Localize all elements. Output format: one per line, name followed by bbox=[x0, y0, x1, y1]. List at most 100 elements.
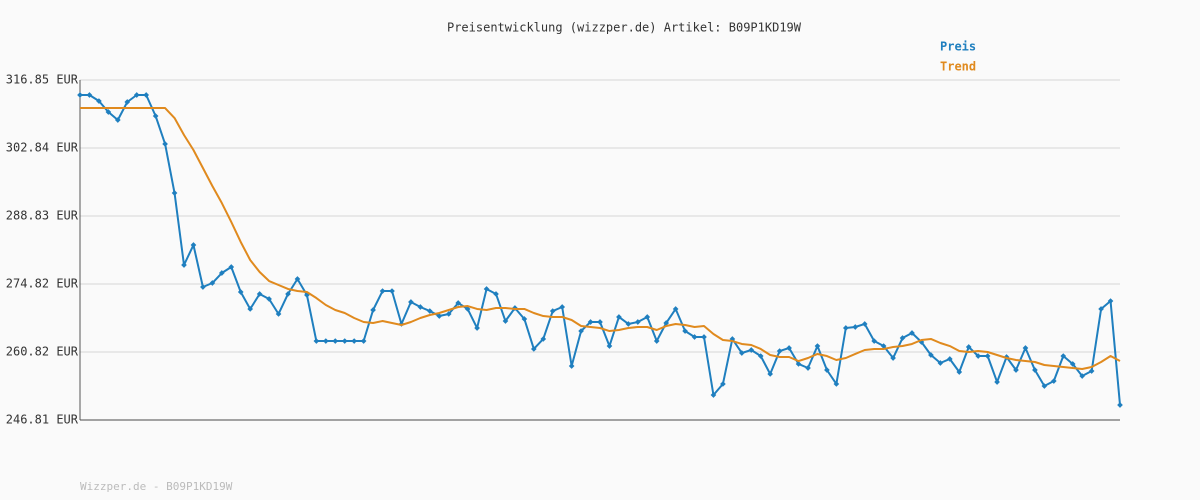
data-point bbox=[928, 352, 934, 358]
data-point bbox=[114, 117, 121, 123]
data-point bbox=[1013, 367, 1019, 373]
data-point bbox=[408, 299, 414, 305]
data-point bbox=[436, 313, 443, 319]
data-point bbox=[994, 379, 1000, 385]
data-point bbox=[852, 324, 859, 330]
data-point bbox=[578, 328, 584, 334]
data-point bbox=[285, 291, 291, 297]
data-point bbox=[493, 291, 499, 297]
data-point bbox=[1107, 298, 1114, 304]
data-point bbox=[105, 109, 112, 115]
y-tick-label: 288.83 EUR bbox=[6, 209, 79, 223]
data-point bbox=[937, 360, 944, 366]
data-point bbox=[597, 319, 603, 325]
data-point bbox=[1098, 306, 1104, 312]
data-point bbox=[795, 361, 802, 367]
data-point bbox=[946, 356, 953, 362]
data-point bbox=[1022, 345, 1029, 351]
data-point bbox=[313, 338, 320, 344]
data-point bbox=[171, 190, 178, 196]
data-point bbox=[181, 262, 187, 268]
data-point bbox=[682, 328, 688, 334]
data-point bbox=[786, 345, 792, 351]
data-point bbox=[984, 353, 991, 359]
data-point bbox=[540, 336, 547, 342]
y-tick-label: 274.82 EUR bbox=[6, 277, 79, 291]
data-point bbox=[200, 284, 206, 290]
y-tick-label: 260.82 EUR bbox=[6, 344, 79, 358]
data-point bbox=[767, 371, 774, 377]
data-point bbox=[871, 338, 878, 344]
data-point bbox=[568, 363, 575, 369]
data-point bbox=[445, 311, 452, 317]
data-point bbox=[634, 319, 641, 325]
data-point bbox=[1050, 378, 1057, 384]
data-point bbox=[805, 365, 811, 371]
data-point bbox=[133, 92, 140, 98]
data-point bbox=[247, 306, 254, 312]
data-point bbox=[426, 308, 433, 314]
data-point bbox=[237, 289, 244, 295]
footer: Wizzper.de - B09P1KD19W bbox=[80, 480, 233, 493]
data-point bbox=[483, 286, 490, 292]
data-point bbox=[644, 314, 651, 320]
data-point bbox=[1041, 383, 1048, 389]
data-point bbox=[776, 348, 783, 354]
data-point bbox=[663, 320, 670, 326]
data-point bbox=[294, 276, 301, 282]
data-point bbox=[124, 99, 131, 105]
data-point bbox=[379, 288, 386, 294]
data-point bbox=[256, 291, 263, 297]
data-point bbox=[275, 311, 282, 317]
y-tick-label: 302.84 EUR bbox=[6, 141, 79, 155]
data-point bbox=[370, 307, 376, 313]
data-point bbox=[530, 346, 537, 352]
data-point bbox=[86, 92, 93, 98]
data-point bbox=[691, 334, 698, 340]
data-point bbox=[861, 321, 868, 327]
series-line bbox=[80, 107, 1121, 370]
data-point bbox=[625, 321, 632, 327]
data-point bbox=[152, 113, 159, 119]
data-point bbox=[1060, 353, 1067, 359]
data-point bbox=[351, 338, 358, 344]
data-point bbox=[455, 300, 462, 306]
y-tick-label: 246.81 EUR bbox=[6, 413, 79, 427]
data-point bbox=[474, 325, 480, 331]
data-point bbox=[1117, 402, 1123, 408]
data-point bbox=[502, 318, 509, 324]
data-point bbox=[209, 280, 216, 286]
data-point bbox=[956, 369, 963, 375]
data-point bbox=[1032, 367, 1038, 373]
data-point bbox=[332, 338, 339, 344]
data-point bbox=[218, 270, 225, 276]
data-point bbox=[143, 92, 150, 98]
chart-title: Preisentwicklung (wizzper.de) Artikel: B… bbox=[447, 21, 802, 35]
data-point bbox=[833, 381, 840, 387]
legend-entry: Preis bbox=[940, 40, 976, 54]
data-point bbox=[824, 367, 830, 373]
legend-entry: Trend bbox=[940, 60, 976, 74]
data-point bbox=[521, 316, 528, 322]
data-point bbox=[975, 353, 982, 359]
data-point bbox=[842, 325, 849, 331]
series-line bbox=[80, 94, 1121, 406]
data-point bbox=[549, 308, 556, 314]
data-point bbox=[814, 343, 821, 349]
data-point bbox=[587, 319, 594, 325]
data-point bbox=[77, 92, 83, 98]
data-point bbox=[190, 242, 197, 248]
data-point bbox=[890, 355, 896, 361]
data-point bbox=[464, 306, 471, 312]
data-point bbox=[710, 392, 717, 398]
data-point bbox=[899, 335, 906, 341]
data-point bbox=[360, 338, 367, 344]
data-point bbox=[720, 381, 726, 387]
data-point bbox=[162, 141, 168, 147]
data-point bbox=[606, 343, 613, 349]
data-point bbox=[653, 338, 660, 344]
data-point bbox=[228, 264, 235, 270]
y-tick-label: 316.85 EUR bbox=[6, 73, 79, 87]
